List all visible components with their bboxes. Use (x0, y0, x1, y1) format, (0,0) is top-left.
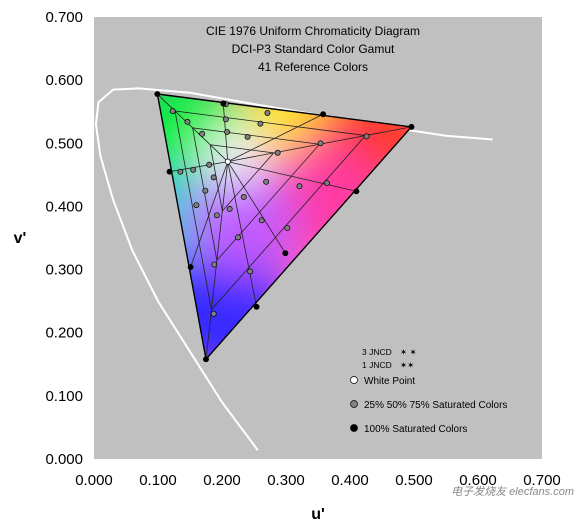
gamut-grid-lines (156, 93, 413, 361)
saturation-spoke (227, 161, 286, 254)
legend-marker (350, 424, 358, 432)
data-point (264, 110, 271, 116)
legend-label: 100% Saturated Colors (364, 424, 467, 435)
plot-background (94, 17, 542, 459)
jncd-3-label: 3 JNCD (362, 347, 392, 357)
x-tick-label: 0.700 (523, 472, 561, 489)
data-point (224, 158, 231, 165)
legend-marker (350, 376, 358, 384)
data-point (353, 188, 360, 195)
x-tick-label: 0.100 (139, 472, 177, 489)
data-point (408, 123, 415, 130)
x-tick-label: 0.300 (267, 472, 305, 489)
legend: White Point 25% 50% 75% Saturated Colors 1… (350, 376, 507, 435)
gamut-color-blob (202, 126, 263, 187)
chart-title-line: DCI-P3 Standard Color Gamut (232, 42, 395, 56)
y-tick-label: 0.700 (45, 9, 83, 26)
y-tick-label: 0.600 (45, 72, 83, 89)
data-point (324, 180, 330, 187)
y-tick-label: 0.200 (45, 325, 83, 342)
data-point (210, 310, 217, 317)
saturation-spoke (157, 93, 229, 162)
y-tick-label: 0.400 (45, 198, 83, 215)
y-tick-label: 0.000 (45, 451, 83, 468)
data-point (296, 183, 303, 190)
data-point (199, 130, 206, 137)
data-points (154, 91, 415, 363)
data-point (220, 100, 227, 107)
y-tick-label: 0.300 (45, 262, 83, 279)
x-axis: 0.000 0.100 0.200 0.300 0.400 0.500 0.600 0.700 (75, 472, 561, 489)
data-point (213, 212, 220, 219)
chart-title-line: 41 Reference Colors (258, 60, 368, 74)
x-tick-label: 0.500 (395, 472, 433, 489)
legend-label: 25% 50% 75% Saturated Colors (364, 400, 507, 411)
legend-marker (350, 400, 358, 408)
data-point (244, 134, 251, 140)
saturation-spoke (190, 161, 229, 268)
chart-title-line: CIE 1976 Uniform Chromaticity Diagram (206, 24, 420, 38)
jncd-3-marker: ✶ ✶ (400, 347, 417, 357)
data-point (166, 168, 173, 175)
saturation-spoke (227, 113, 324, 162)
x-axis-title: u' (311, 506, 325, 523)
x-tick-label: 0.400 (331, 472, 369, 489)
data-point (202, 187, 209, 194)
data-point (206, 161, 213, 168)
data-point (247, 268, 254, 275)
data-point (258, 217, 265, 224)
x-tick-label: 0.200 (203, 472, 241, 489)
saturation-spoke (205, 161, 229, 360)
watermark-text: 电子发烧友 elecfans.com (451, 485, 574, 498)
saturation-spoke (227, 161, 257, 307)
y-axis: 0.000 0.100 0.200 0.300 0.400 0.500 0.600 0.700 (45, 9, 83, 468)
x-tick-label: 0.000 (75, 472, 113, 489)
data-point (363, 133, 370, 140)
y-axis-title: v' (14, 230, 27, 247)
data-point (154, 91, 161, 97)
data-point (211, 261, 218, 268)
saturation-spoke (227, 161, 357, 192)
data-point (257, 120, 264, 127)
data-point (177, 168, 184, 175)
data-point (282, 250, 289, 257)
data-point (193, 202, 200, 209)
saturation-triangle (174, 110, 367, 311)
y-tick-label: 0.100 (45, 388, 83, 405)
data-point (274, 149, 281, 156)
jncd-1-marker: ✶✶ (400, 360, 414, 370)
data-point (190, 166, 197, 173)
data-point (187, 264, 194, 270)
data-point (184, 118, 191, 125)
data-point (224, 128, 231, 135)
data-point (317, 140, 324, 147)
data-point (320, 111, 327, 118)
chart-title: CIE 1976 Uniform Chromaticity Diagram DCI… (206, 24, 420, 74)
data-point (169, 108, 176, 115)
jncd-1-label: 1 JNCD (362, 360, 392, 370)
legend-label: White Point (364, 376, 415, 387)
data-point (284, 224, 291, 231)
y-tick-label: 0.500 (45, 135, 83, 152)
data-point (226, 206, 233, 212)
gamut-triangle-outline (156, 93, 413, 361)
x-tick-label: 0.600 (459, 472, 497, 489)
data-point (222, 116, 229, 123)
data-point (240, 194, 247, 200)
data-point (253, 303, 260, 310)
data-point (210, 174, 217, 181)
saturation-triangle (192, 127, 321, 262)
gamut-color-blob (187, 166, 298, 277)
data-point (203, 356, 209, 363)
data-point (235, 234, 241, 241)
data-point (263, 178, 270, 185)
jncd-legend: 3 JNCD ✶ ✶ 1 JNCD ✶✶ (362, 347, 417, 370)
